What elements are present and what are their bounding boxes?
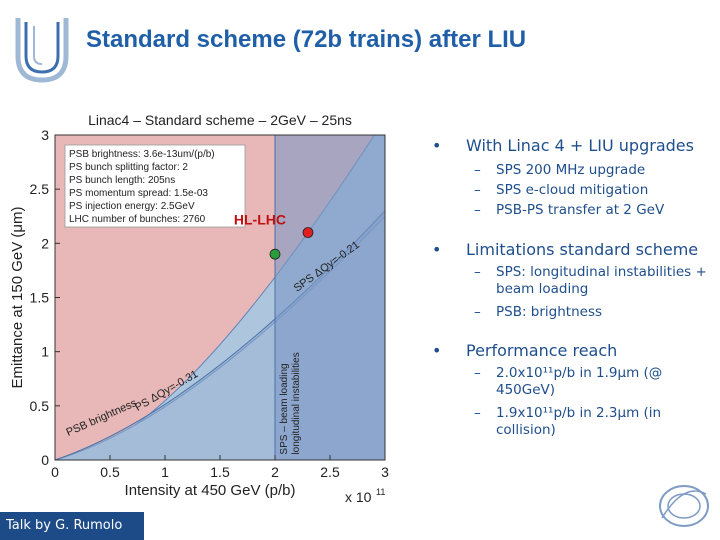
y-tick-label: 1.5 bbox=[30, 290, 50, 306]
parameter-text: PS bunch splitting factor: 2 bbox=[69, 162, 188, 173]
data-point bbox=[302, 227, 314, 238]
talk-credit: Talk by G. Rumolo bbox=[0, 512, 144, 540]
sub-bullet-dash: – bbox=[474, 365, 481, 381]
y-tick-label: 3 bbox=[41, 127, 49, 143]
sub-bullet-text: SPS: longitudinal instabilities + beam l… bbox=[496, 264, 707, 297]
bullet-text: With Linac 4 + LIU upgrades bbox=[466, 136, 694, 155]
sub-bullet-dash: – bbox=[474, 304, 481, 320]
sub-bullet-dash: – bbox=[474, 264, 481, 280]
sub-bullet-dash: – bbox=[474, 202, 481, 218]
cern-logo-icon bbox=[659, 485, 709, 527]
sub-bullet-dash: – bbox=[474, 162, 481, 178]
y-tick-label: 0.5 bbox=[30, 398, 50, 414]
bullet-text: Limitations standard scheme bbox=[466, 240, 699, 259]
x-tick-label: 2.5 bbox=[320, 464, 340, 480]
bullet-dot: • bbox=[432, 341, 442, 360]
x-tick-label: 1.5 bbox=[210, 464, 230, 480]
y-axis-label: Emittance at 150 GeV (μm) bbox=[9, 206, 26, 388]
sub-bullet-text: SPS 200 MHz upgrade bbox=[496, 162, 646, 178]
x-tick-label: 3 bbox=[381, 464, 389, 480]
page-title: Standard scheme (72b trains) after LIU bbox=[86, 26, 527, 53]
data-point bbox=[269, 248, 281, 260]
data-point-label: HL-LHC bbox=[234, 212, 286, 228]
x-tick-label: 1 bbox=[161, 464, 169, 480]
parameter-box bbox=[64, 144, 246, 228]
parameter-text: LHC number of bunches: 2760 bbox=[69, 214, 206, 225]
sps-beam-loading-region bbox=[275, 135, 385, 460]
sub-bullet-text: 2.0x10¹¹p/b in 1.9μm (@ 450GeV) bbox=[496, 365, 663, 398]
beam-loading-label-2: longitudinal instabilities bbox=[291, 352, 302, 454]
parameter-text: PS injection energy: 2.5GeV bbox=[69, 201, 195, 212]
y-tick-label: 2.5 bbox=[30, 181, 50, 197]
sub-bullet-text: PSB-PS transfer at 2 GeV bbox=[496, 202, 665, 218]
y-tick-label: 2 bbox=[41, 235, 49, 251]
x-tick-label: 2 bbox=[271, 464, 279, 480]
parameter-text: PSB brightness: 3.6e-13um/(p/b) bbox=[69, 149, 215, 160]
x-tick-label: 0.5 bbox=[100, 464, 120, 480]
sub-bullet-text: SPS e-cloud mitigation bbox=[496, 182, 649, 198]
bullet-dot: • bbox=[432, 136, 442, 155]
bullet-dot: • bbox=[432, 240, 442, 259]
parameter-text: PS bunch length: 205ns bbox=[69, 175, 175, 186]
bullet-text: Performance reach bbox=[466, 341, 618, 360]
x-multiplier-exponent: 11 bbox=[376, 487, 385, 497]
x-multiplier-label: x 10 bbox=[345, 489, 372, 505]
sub-bullet-dash: – bbox=[474, 182, 481, 198]
lhc-upgrade-logo-icon bbox=[15, 18, 69, 83]
sub-bullet-dash: – bbox=[474, 405, 481, 421]
y-tick-label: 1 bbox=[41, 344, 49, 360]
x-axis-label: Intensity at 450 GeV (p/b) bbox=[125, 482, 296, 499]
sub-bullet-text: PSB: brightness bbox=[496, 304, 603, 320]
chart-title: Linac4 – Standard scheme – 2GeV – 25ns bbox=[88, 112, 352, 128]
x-tick-label: 0 bbox=[51, 464, 59, 480]
sub-bullet-text: 1.9x10¹¹p/b in 2.3μm (in collision) bbox=[496, 405, 662, 438]
parameter-text: PS momentum spread: 1.5e-03 bbox=[69, 188, 208, 199]
y-tick-label: 0 bbox=[41, 452, 49, 468]
beam-loading-label: SPS – beam loading bbox=[279, 363, 290, 454]
